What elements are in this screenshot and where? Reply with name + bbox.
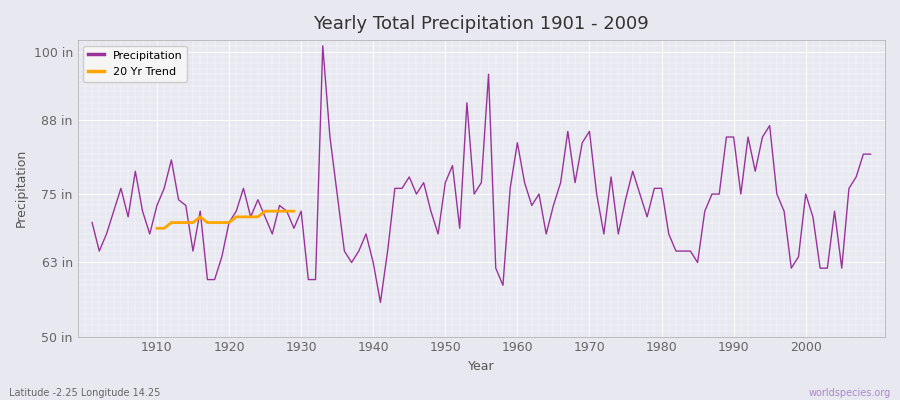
Title: Yearly Total Precipitation 1901 - 2009: Yearly Total Precipitation 1901 - 2009	[313, 15, 649, 33]
20 Yr Trend	[173, 220, 184, 225]
Line: Precipitation: Precipitation	[92, 46, 870, 302]
Precipitation	[86, 220, 97, 225]
20 Yr Trend	[246, 214, 256, 219]
Precipitation	[613, 232, 624, 236]
Text: Latitude -2.25 Longitude 14.25: Latitude -2.25 Longitude 14.25	[9, 388, 160, 398]
20 Yr Trend	[180, 220, 191, 225]
20 Yr Trend	[223, 220, 234, 225]
X-axis label: Year: Year	[468, 360, 495, 373]
20 Yr Trend	[260, 209, 271, 214]
Precipitation	[303, 277, 314, 282]
20 Yr Trend	[187, 220, 198, 225]
20 Yr Trend	[209, 220, 220, 225]
20 Yr Trend	[253, 214, 264, 219]
Y-axis label: Precipitation: Precipitation	[15, 149, 28, 228]
20 Yr Trend	[158, 226, 169, 231]
Precipitation	[375, 300, 386, 305]
Precipitation	[865, 152, 876, 156]
Text: worldspecies.org: worldspecies.org	[809, 388, 891, 398]
Line: 20 Yr Trend: 20 Yr Trend	[157, 211, 294, 228]
Precipitation	[318, 44, 328, 48]
20 Yr Trend	[274, 209, 285, 214]
20 Yr Trend	[230, 214, 241, 219]
Precipitation	[519, 180, 530, 185]
20 Yr Trend	[166, 220, 176, 225]
20 Yr Trend	[238, 214, 249, 219]
20 Yr Trend	[282, 209, 292, 214]
20 Yr Trend	[151, 226, 162, 231]
Precipitation	[526, 203, 537, 208]
20 Yr Trend	[194, 214, 205, 219]
20 Yr Trend	[202, 220, 212, 225]
Legend: Precipitation, 20 Yr Trend: Precipitation, 20 Yr Trend	[83, 46, 187, 82]
Precipitation	[144, 232, 155, 236]
20 Yr Trend	[289, 209, 300, 214]
Precipitation	[354, 249, 364, 254]
20 Yr Trend	[216, 220, 227, 225]
20 Yr Trend	[267, 209, 278, 214]
